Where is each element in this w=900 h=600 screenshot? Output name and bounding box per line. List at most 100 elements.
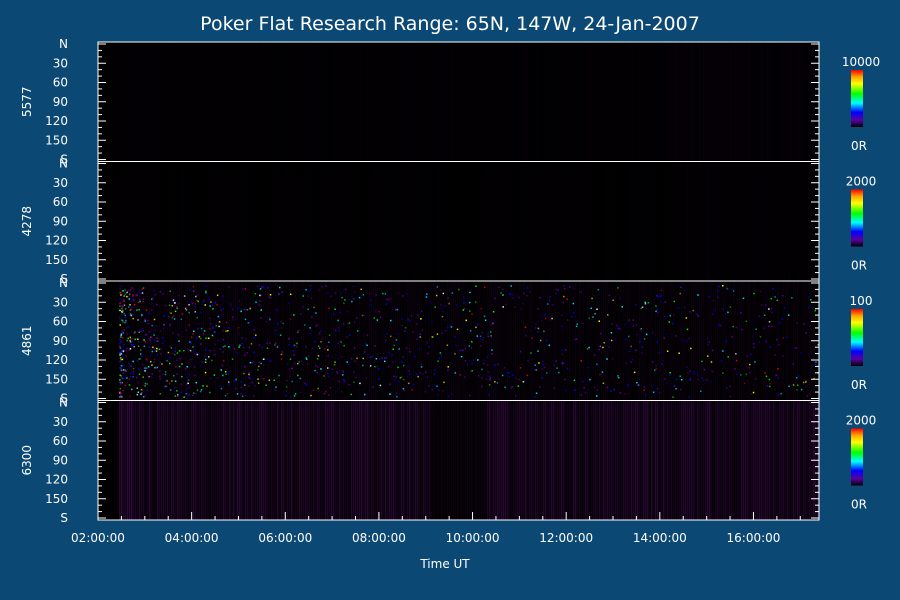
noise-dot: [198, 335, 201, 338]
texture-stripe: [305, 162, 306, 282]
noise-dot: [196, 316, 198, 319]
texture-stripe: [285, 400, 287, 520]
noise-dot: [235, 387, 237, 390]
texture-stripe: [159, 400, 161, 520]
noise-dot: [343, 381, 345, 383]
noise-dot: [375, 358, 378, 360]
texture-stripe: [395, 162, 396, 282]
texture-stripe: [209, 42, 211, 162]
texture-stripe: [521, 162, 522, 282]
noise-dot: [142, 298, 145, 300]
texture-stripe: [321, 42, 322, 162]
texture-stripe: [293, 400, 295, 520]
noise-dot: [194, 305, 197, 308]
texture-stripe: [421, 400, 423, 520]
texture-stripe: [631, 281, 633, 401]
noise-dot: [155, 350, 158, 352]
noise-dot: [153, 361, 156, 363]
texture-stripe: [251, 400, 253, 520]
texture-stripe: [713, 42, 715, 162]
texture-stripe: [449, 162, 450, 282]
texture-stripe: [231, 400, 233, 520]
texture-stripe: [285, 281, 287, 401]
texture-stripe: [637, 400, 639, 520]
noise-dot: [415, 338, 418, 340]
texture-stripe: [405, 281, 407, 401]
noise-dot: [129, 372, 132, 375]
texture-stripe: [167, 281, 169, 401]
texture-stripe: [635, 42, 637, 162]
noise-dot: [596, 389, 599, 391]
texture-stripe: [781, 400, 783, 520]
texture-stripe: [181, 400, 183, 520]
noise-dot: [192, 290, 195, 292]
texture-stripe: [701, 400, 703, 520]
texture-stripe: [737, 42, 739, 162]
noise-dot: [777, 377, 779, 380]
noise-dot: [172, 352, 174, 355]
noise-dot: [134, 331, 136, 333]
noise-dot: [346, 310, 349, 313]
texture-stripe: [415, 400, 417, 520]
texture-stripe: [159, 162, 160, 282]
noise-dot: [131, 344, 134, 347]
noise-dot: [311, 316, 313, 318]
texture-stripe: [671, 42, 673, 162]
texture-stripe: [777, 400, 779, 520]
texture-stripe: [139, 42, 141, 162]
texture-stripe: [589, 42, 591, 162]
texture-stripe: [329, 400, 331, 520]
noise-dot: [327, 367, 329, 369]
texture-stripe: [165, 162, 166, 282]
texture-stripe: [305, 281, 307, 401]
texture-stripe: [247, 400, 249, 520]
noise-dot: [132, 298, 135, 301]
texture-stripe: [533, 42, 535, 162]
noise-dot: [140, 393, 142, 395]
texture-stripe: [579, 400, 581, 520]
texture-stripe: [805, 42, 807, 162]
noise-dot: [129, 341, 132, 343]
texture-stripe: [261, 42, 263, 162]
texture-stripe: [717, 400, 719, 520]
noise-dot: [260, 309, 262, 311]
texture-stripe: [723, 281, 725, 401]
texture-stripe: [761, 400, 763, 520]
texture-stripe: [137, 281, 139, 401]
noise-dot: [294, 393, 297, 395]
noise-dot: [183, 349, 185, 352]
texture-stripe: [353, 400, 355, 520]
noise-dot: [774, 296, 776, 298]
noise-dot: [611, 323, 614, 325]
texture-stripe: [563, 162, 564, 282]
noise-dot: [289, 375, 291, 377]
texture-stripe: [659, 400, 661, 520]
noise-dot: [725, 340, 727, 342]
texture-stripe: [433, 400, 435, 520]
noise-dot: [764, 372, 766, 374]
noise-dot: [535, 369, 537, 371]
noise-dot: [188, 311, 190, 314]
texture-stripe: [227, 400, 229, 520]
texture-stripe: [669, 281, 671, 401]
texture-stripe: [201, 42, 203, 162]
texture-stripe: [183, 162, 184, 282]
noise-dot: [655, 305, 657, 307]
texture-stripe: [739, 42, 741, 162]
texture-stripe: [517, 42, 519, 162]
texture-stripe: [763, 161, 765, 281]
noise-dot: [144, 334, 147, 337]
texture-stripe: [453, 162, 454, 282]
noise-dot: [610, 390, 612, 392]
noise-dot: [771, 311, 773, 314]
texture-stripe: [283, 400, 285, 520]
noise-dot: [593, 354, 595, 356]
noise-dot: [305, 289, 307, 291]
texture-stripe: [333, 162, 334, 282]
texture-stripe: [661, 281, 663, 401]
texture-stripe: [559, 42, 560, 162]
noise-dot: [153, 318, 156, 321]
texture-stripe: [435, 162, 436, 282]
noise-dot: [515, 394, 517, 397]
noise-dot: [269, 294, 272, 296]
